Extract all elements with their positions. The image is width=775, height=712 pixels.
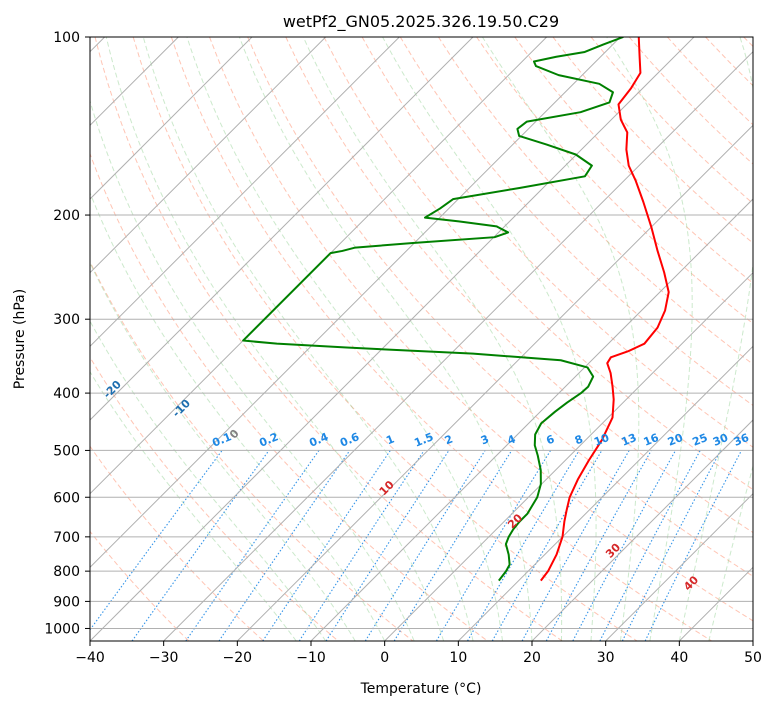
isotherm-line <box>16 37 620 641</box>
dry-adiabat-line <box>210 37 775 641</box>
dry-adiabat-label: -10 <box>170 396 193 419</box>
temperature-profile-line <box>541 37 669 581</box>
moist-adiabat-label: 20 <box>505 511 525 531</box>
x-tick-label: 50 <box>744 650 762 666</box>
isotherm-line <box>164 37 768 641</box>
moist-adiabat-line <box>383 37 596 641</box>
mixing-ratio-line <box>82 450 222 641</box>
x-tick-label: −20 <box>223 650 253 666</box>
mixing-ratio-label: 25 <box>690 431 709 449</box>
dry-adiabat-line <box>133 37 637 641</box>
isotherm-line <box>385 37 775 641</box>
mixing-ratio-label: 3 <box>479 432 491 447</box>
mixing-ratio-line <box>263 450 391 641</box>
mixing-ratio-label: 8 <box>573 432 585 447</box>
chart-title: wetPf2_GN05.2025.326.19.50.C29 <box>283 12 559 32</box>
moist-adiabat-label: 40 <box>681 573 701 593</box>
x-tick-label: 20 <box>523 650 541 666</box>
y-tick-label: 300 <box>53 312 80 328</box>
mixing-ratio-line <box>468 450 580 641</box>
isotherm-line <box>0 37 399 641</box>
y-tick-label: 500 <box>53 443 80 459</box>
dry-adiabat-line <box>0 37 338 641</box>
isotherm-line <box>0 37 252 641</box>
mixing-ratio-label: 10 <box>592 431 611 449</box>
x-tick-label: 40 <box>670 650 688 666</box>
dry-adiabat-line <box>706 37 775 641</box>
plot-frame <box>90 37 753 641</box>
mixing-ratio-label: 6 <box>544 432 556 447</box>
x-tick-label: 30 <box>597 650 615 666</box>
y-tick-label: 700 <box>53 530 80 546</box>
y-tick-label: 1000 <box>44 621 80 637</box>
y-tick-label: 100 <box>53 30 80 46</box>
y-tick-label: 800 <box>53 564 80 580</box>
dry-adiabat-line <box>667 37 775 641</box>
y-axis-label: Pressure (hPa) <box>12 289 28 389</box>
dry-adiabat-line <box>362 37 775 641</box>
dewpoint-profile-line <box>243 37 623 581</box>
isotherm-line <box>532 37 775 641</box>
x-tick-label: −30 <box>149 650 179 666</box>
x-tick-label: −40 <box>75 650 105 666</box>
isotherm-line <box>311 37 775 641</box>
mixing-ratio-label: 0.2 <box>257 430 280 449</box>
x-tick-label: −10 <box>296 650 326 666</box>
mixing-ratio-label: 36 <box>732 431 751 449</box>
dry-adiabat-line <box>744 37 775 641</box>
dry-adiabat-line <box>0 37 189 641</box>
x-tick-label: 10 <box>449 650 467 666</box>
dry-adiabat-line <box>19 37 413 641</box>
mixing-ratio-label: 1 <box>384 432 396 447</box>
mixing-ratio-label: 13 <box>619 431 638 449</box>
grid-layer <box>0 37 775 641</box>
x-tick-label: 0 <box>380 650 389 666</box>
moist-adiabat-line <box>22 37 356 641</box>
isotherm-line <box>0 37 326 641</box>
y-tick-label: 600 <box>53 490 80 506</box>
isotherm-line <box>679 37 775 641</box>
y-tick-label: 400 <box>53 386 80 402</box>
series-layer <box>243 37 669 581</box>
isotherm-line <box>753 37 775 641</box>
moist-adiabat-label: 30 <box>603 540 623 560</box>
mixing-ratio-line <box>299 450 424 641</box>
mixing-ratio-label: 2 <box>443 432 455 447</box>
moist-adiabat-line <box>106 37 443 641</box>
moist-adiabat-line <box>187 37 503 641</box>
mixing-ratio-line <box>546 450 651 641</box>
moist-adiabat-line <box>0 37 326 641</box>
y-tick-label: 200 <box>53 208 80 224</box>
y-tick-label: 900 <box>53 594 80 610</box>
mixing-ratio-line <box>394 450 512 641</box>
mixing-ratio-label: 20 <box>666 431 685 449</box>
dry-adiabat-label: -30 <box>31 352 54 375</box>
dry-adiabat-line <box>57 37 488 641</box>
moist-adiabat-line <box>239 37 532 641</box>
mixing-ratio-label: 16 <box>642 431 661 449</box>
moist-adiabat-line <box>303 37 561 641</box>
isotherm-line <box>0 37 547 641</box>
x-axis-label: Temperature (°C) <box>360 681 482 697</box>
mixing-ratio-label: 0.4 <box>307 430 330 449</box>
